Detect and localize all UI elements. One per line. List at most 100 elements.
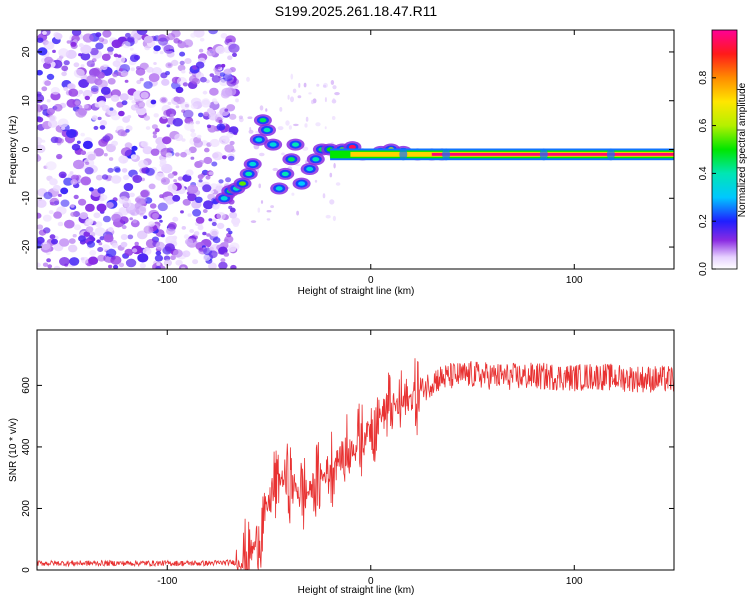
- noise-blob: [135, 67, 146, 76]
- noise-blob: [211, 230, 218, 236]
- noise-blob: [206, 48, 216, 57]
- noise-blob: [44, 56, 53, 64]
- noise-blob: [143, 215, 148, 219]
- noise-blob: [180, 266, 186, 269]
- noise-blob: [57, 221, 64, 227]
- noise-blob: [153, 62, 157, 65]
- noise-blob: [93, 125, 99, 130]
- noise-blob: [130, 67, 135, 72]
- noise-blob: [229, 211, 238, 219]
- y-tick-label: -20: [21, 239, 32, 254]
- noise-blob: [155, 241, 165, 250]
- noise-blob: [191, 77, 201, 85]
- x-tick-label: -100: [157, 275, 177, 286]
- halo-blob: [246, 76, 250, 82]
- noise-blob: [161, 78, 170, 86]
- noise-blob: [184, 122, 194, 131]
- noise-blob: [60, 187, 69, 195]
- noise-blob: [145, 167, 155, 176]
- noise-blob: [159, 159, 167, 165]
- noise-blob: [165, 152, 173, 158]
- noise-blob: [85, 226, 94, 233]
- noise-blob: [230, 264, 237, 269]
- noise-blob: [110, 255, 122, 265]
- noise-blob: [131, 99, 136, 104]
- noise-blob: [78, 43, 84, 48]
- noise-blob: [151, 124, 158, 130]
- noise-blob: [220, 258, 226, 263]
- noise-blob: [99, 120, 108, 126]
- noise-blob: [154, 254, 163, 262]
- noise-blob: [93, 147, 105, 157]
- noise-blob: [139, 263, 146, 269]
- noise-blob: [206, 233, 211, 237]
- noise-blob: [134, 197, 142, 203]
- noise-blob: [179, 60, 185, 66]
- halo-blob: [329, 172, 333, 178]
- noise-blob: [179, 51, 186, 57]
- noise-blob: [209, 246, 214, 251]
- noise-blob: [167, 173, 175, 179]
- noise-blob: [146, 66, 154, 73]
- noise-blob: [80, 64, 85, 68]
- halo-blob: [314, 179, 318, 183]
- noise-blob: [173, 179, 178, 183]
- noise-blob: [198, 179, 203, 183]
- noise-blob: [159, 96, 168, 104]
- halo-blob: [311, 99, 315, 105]
- noise-blob: [70, 41, 77, 47]
- noise-blob: [113, 53, 119, 58]
- halo-blob: [332, 85, 337, 90]
- noise-blob: [150, 99, 157, 105]
- noise-blob: [88, 187, 94, 192]
- noise-blob: [110, 94, 120, 102]
- noise-blob: [100, 64, 108, 71]
- halo-blob: [315, 122, 321, 127]
- y-tick-label: 400: [21, 438, 32, 455]
- noise-blob: [37, 199, 47, 208]
- halo-blob: [296, 210, 299, 216]
- noise-blob: [180, 210, 184, 214]
- noise-blob: [198, 223, 203, 228]
- snr-frame: [36, 329, 675, 571]
- noise-blob: [211, 221, 217, 227]
- noise-blob: [59, 257, 70, 266]
- noise-blob: [202, 90, 208, 95]
- noise-blob: [154, 128, 160, 133]
- noise-blob: [183, 234, 190, 239]
- noise-blob: [47, 264, 53, 269]
- halo-blob: [332, 98, 335, 102]
- noise-blob: [202, 184, 212, 193]
- noise-blob: [37, 104, 43, 113]
- noise-blob: [168, 222, 177, 230]
- noise-blob: [67, 83, 74, 89]
- noise-blob: [152, 134, 157, 139]
- halo-blob: [265, 108, 268, 112]
- noise-blob: [46, 258, 51, 263]
- noise-blob: [199, 37, 205, 42]
- halo-blob: [270, 205, 274, 209]
- noise-blob: [164, 243, 175, 252]
- noise-blob: [125, 129, 130, 133]
- noise-blob: [152, 131, 157, 135]
- noise-blob: [123, 183, 134, 191]
- snr-x-label: Height of straight line (km): [298, 585, 415, 596]
- noise-blob: [136, 106, 147, 116]
- noise-blob: [130, 104, 139, 111]
- noise-blob: [66, 98, 77, 108]
- noise-blob: [228, 245, 237, 253]
- noise-blob: [85, 203, 95, 212]
- noise-blob: [152, 213, 159, 219]
- x-tick-label: 0: [368, 275, 374, 286]
- noise-blob: [215, 64, 222, 70]
- noise-blob: [198, 159, 204, 165]
- noise-blob: [208, 112, 218, 121]
- ridge-core: [287, 157, 295, 162]
- noise-blob: [218, 179, 224, 184]
- noise-blob: [37, 224, 44, 230]
- halo-blob: [285, 120, 290, 126]
- noise-blob: [63, 86, 69, 91]
- spectrogram-x-ticks: -100 0 100: [157, 30, 583, 286]
- halo-blob: [279, 107, 283, 112]
- noise-blob: [182, 174, 192, 182]
